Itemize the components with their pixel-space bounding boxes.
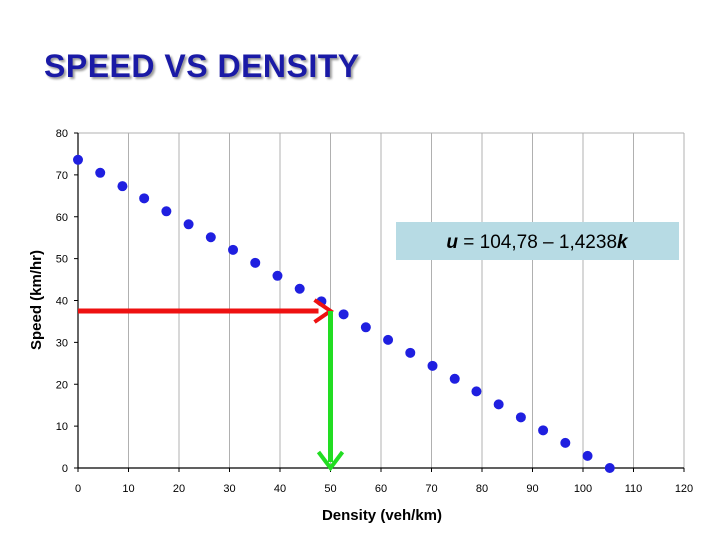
x-tick-label: 90 <box>526 483 538 495</box>
x-axis-title: Density (veh/km) <box>322 507 442 524</box>
equation-u-symbol: u <box>446 232 458 253</box>
x-tick-label: 40 <box>274 483 286 495</box>
x-tick-label: 110 <box>625 483 643 495</box>
data-point <box>95 167 106 178</box>
y-tick-label: 50 <box>56 254 68 266</box>
x-tick-label: 100 <box>574 483 592 495</box>
equation-box-bg <box>396 222 679 260</box>
data-point <box>161 206 172 217</box>
data-point <box>493 399 504 410</box>
x-tick-label: 20 <box>173 483 185 495</box>
data-point <box>228 244 239 255</box>
data-point <box>338 309 349 320</box>
x-tick-label: 60 <box>375 483 387 495</box>
x-tick-label: 50 <box>324 483 336 495</box>
data-point <box>294 283 305 294</box>
data-point <box>272 270 283 281</box>
data-point <box>515 412 526 423</box>
slide-title: SPEED VS DENSITY <box>44 48 360 84</box>
data-point <box>205 232 216 243</box>
gridlines <box>78 132 685 468</box>
data-point <box>471 386 482 397</box>
y-tick-label: 40 <box>56 296 68 308</box>
y-tick-label: 70 <box>56 170 68 182</box>
equation-box: u = 104,78 – 1,4238k <box>396 222 679 260</box>
data-point <box>139 193 150 204</box>
data-point <box>183 219 194 230</box>
y-tick-label: 60 <box>56 212 68 224</box>
x-tick-label: 120 <box>675 483 693 495</box>
equation-text: u = 104,78 – 1,4238k <box>446 232 629 253</box>
y-tick-label: 10 <box>56 421 68 433</box>
y-axis-title: Speed (km/hr) <box>28 250 45 350</box>
x-tick-label: 80 <box>476 483 488 495</box>
x-tick-label: 10 <box>122 483 134 495</box>
data-point <box>117 181 128 192</box>
data-point <box>250 257 261 268</box>
x-tick-label: 70 <box>425 483 437 495</box>
data-points <box>73 154 615 473</box>
y-tick-label: 0 <box>62 463 68 475</box>
green-arrow-head <box>316 450 345 472</box>
data-point <box>427 360 438 371</box>
data-point <box>560 437 571 448</box>
equation-body: = 104,78 – 1,4238 <box>458 232 617 253</box>
tick-labels: 0 10 20 30 40 50 60 70 80 90 100 110 120 0 10 20 30 40 50 6… <box>56 128 693 495</box>
x-tick-label: 30 <box>223 483 235 495</box>
y-tick-label: 20 <box>56 379 68 391</box>
x-tick-label: 0 <box>75 483 81 495</box>
data-point <box>73 154 83 165</box>
data-point <box>538 425 549 436</box>
data-point <box>582 450 593 461</box>
axes <box>74 132 685 472</box>
data-point <box>405 347 416 358</box>
data-point <box>604 463 615 473</box>
data-point <box>360 322 371 333</box>
equation-k-symbol: k <box>617 232 629 253</box>
y-tick-label: 30 <box>56 337 68 349</box>
y-tick-label: 80 <box>56 128 68 140</box>
data-point <box>383 334 394 345</box>
data-point <box>449 373 460 384</box>
arrows <box>78 298 345 472</box>
